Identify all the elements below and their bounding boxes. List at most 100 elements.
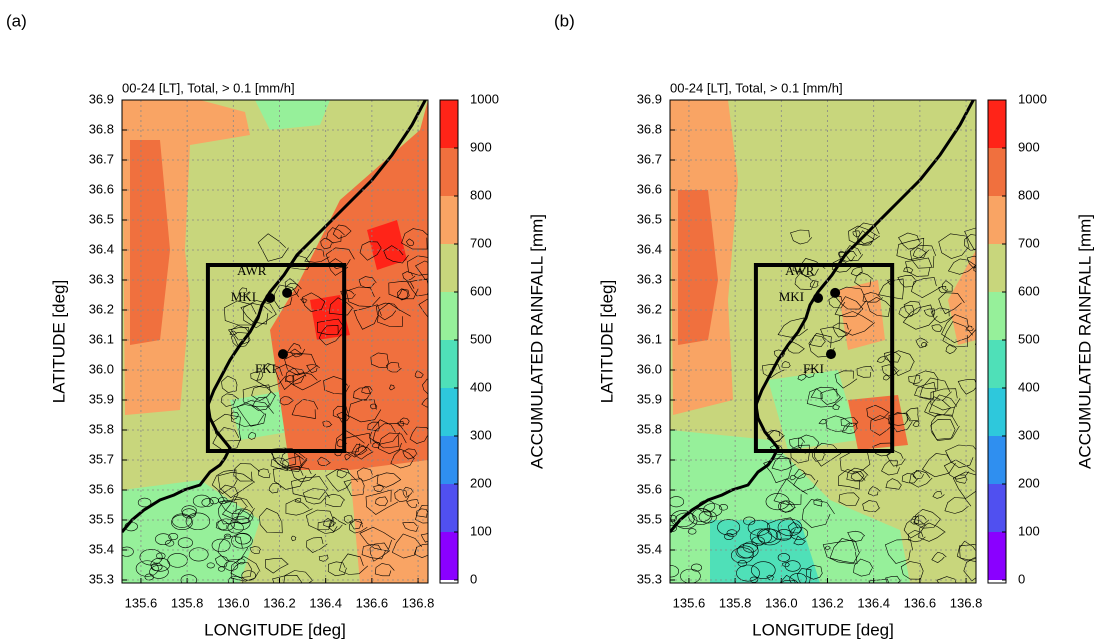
terrain-contour — [781, 360, 791, 368]
y-tick-label: 36.9 — [89, 91, 114, 106]
terrain-contour — [670, 496, 685, 508]
terrain-contour — [787, 521, 802, 534]
terrain-contour — [680, 568, 701, 583]
terrain-contour — [361, 544, 386, 560]
rain-region — [130, 140, 170, 345]
y-tick-label: 35.9 — [637, 391, 662, 406]
terrain-contour — [394, 489, 410, 503]
terrain-contour — [931, 551, 947, 563]
y-tick-label: 36.8 — [89, 121, 114, 136]
terrain-contour — [192, 494, 211, 508]
x-tick-label: 136.8 — [950, 595, 983, 610]
terrain-contour — [779, 574, 799, 583]
terrain-contour — [264, 557, 289, 574]
colorbar-frame — [987, 99, 1007, 584]
x-tick-label: 136.6 — [904, 595, 937, 610]
y-tick-label: 35.6 — [89, 481, 114, 496]
rain-region — [350, 460, 428, 583]
y-tick-label: 35.5 — [89, 511, 114, 526]
terrain-contour — [902, 304, 938, 330]
terrain-contour — [836, 585, 847, 592]
terrain-contour — [284, 278, 299, 292]
terrain-contour — [402, 448, 418, 460]
terrain-contour — [813, 442, 842, 467]
terrain-contour — [936, 576, 957, 583]
y-tick-label: 36.2 — [637, 301, 662, 316]
terrain-contour — [242, 385, 277, 408]
y-tick-label: 36.3 — [637, 271, 662, 286]
terrain-contour — [903, 266, 914, 274]
terrain-contour — [868, 578, 889, 583]
terrain-contour — [249, 546, 262, 554]
terrain-contour — [181, 505, 198, 517]
terrain-contour — [793, 535, 806, 546]
terrain-contour — [945, 444, 976, 469]
y-tick-label: 36.5 — [637, 211, 662, 226]
terrain-contour — [418, 298, 428, 318]
terrain-contour — [921, 342, 928, 348]
terrain-contour — [407, 279, 428, 297]
terrain-contour — [292, 372, 322, 391]
terrain-contour — [862, 292, 883, 303]
colorbar-tick-label: 0 — [470, 571, 477, 586]
station-label: AWR — [237, 263, 267, 278]
terrain-contour — [784, 560, 801, 572]
terrain-contour — [825, 415, 852, 432]
terrain-contour — [822, 539, 861, 565]
terrain-contour — [838, 492, 860, 506]
terrain-contour — [718, 504, 728, 511]
terrain-contour — [834, 296, 864, 318]
terrain-contour — [810, 388, 823, 400]
terrain-contour — [271, 447, 297, 468]
terrain-contour — [171, 513, 193, 528]
terrain-contour — [135, 560, 159, 577]
terrain-contour — [243, 300, 277, 329]
terrain-contour — [908, 374, 923, 385]
terrain-contour — [834, 370, 858, 389]
terrain-contour — [957, 379, 976, 395]
terrain-contour — [231, 533, 253, 549]
terrain-contour — [406, 255, 428, 276]
terrain-contour — [383, 245, 409, 264]
terrain-contour — [283, 570, 313, 583]
terrain-contour — [286, 343, 306, 356]
terrain-contour — [343, 478, 365, 497]
terrain-contour — [848, 225, 881, 246]
x-tick-label: 135.6 — [125, 595, 158, 610]
terrain-contour — [837, 468, 866, 490]
terrain-contour — [966, 255, 976, 269]
terrain-contour — [402, 521, 419, 532]
terrain-contour — [742, 541, 759, 553]
terrain-contour — [144, 573, 154, 581]
terrain-contour — [322, 420, 333, 428]
terrain-contour — [290, 476, 329, 500]
terrain-contour — [820, 388, 841, 405]
terrain-contour — [344, 453, 352, 461]
terrain-contour — [797, 374, 807, 381]
terrain-contour — [824, 546, 831, 550]
terrain-contour — [365, 489, 399, 515]
colorbar-tick-label: 700 — [470, 235, 492, 250]
terrain-contour — [349, 520, 368, 534]
rain-region — [310, 295, 350, 340]
terrain-contour — [944, 497, 972, 514]
terrain-contour — [931, 324, 943, 332]
terrain-contour — [359, 526, 396, 552]
terrain-contour — [272, 465, 307, 490]
terrain-contour — [304, 247, 330, 263]
terrain-contour — [332, 224, 352, 239]
colorbar-frame — [439, 99, 459, 584]
x-axis-label: LONGITUDE [deg] — [204, 620, 346, 639]
terrain-contour — [233, 463, 261, 482]
terrain-contour — [257, 233, 289, 262]
station-label: AWR — [785, 263, 815, 278]
terrain-contour — [841, 422, 858, 434]
y-tick-label: 36.7 — [637, 151, 662, 166]
terrain-contour — [869, 415, 893, 436]
terrain-contour — [726, 529, 738, 537]
colorbar-bin — [988, 244, 1006, 292]
terrain-contour — [375, 496, 389, 507]
y-tick-label: 36.8 — [637, 121, 662, 136]
terrain-contour — [359, 241, 382, 261]
colorbar-tick-label: 900 — [470, 139, 492, 154]
